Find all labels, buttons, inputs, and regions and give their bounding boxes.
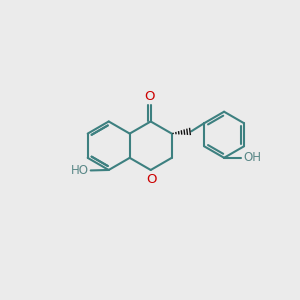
Text: OH: OH xyxy=(243,151,261,164)
Text: O: O xyxy=(144,90,154,103)
Text: HO: HO xyxy=(71,164,89,177)
Text: O: O xyxy=(147,173,157,186)
